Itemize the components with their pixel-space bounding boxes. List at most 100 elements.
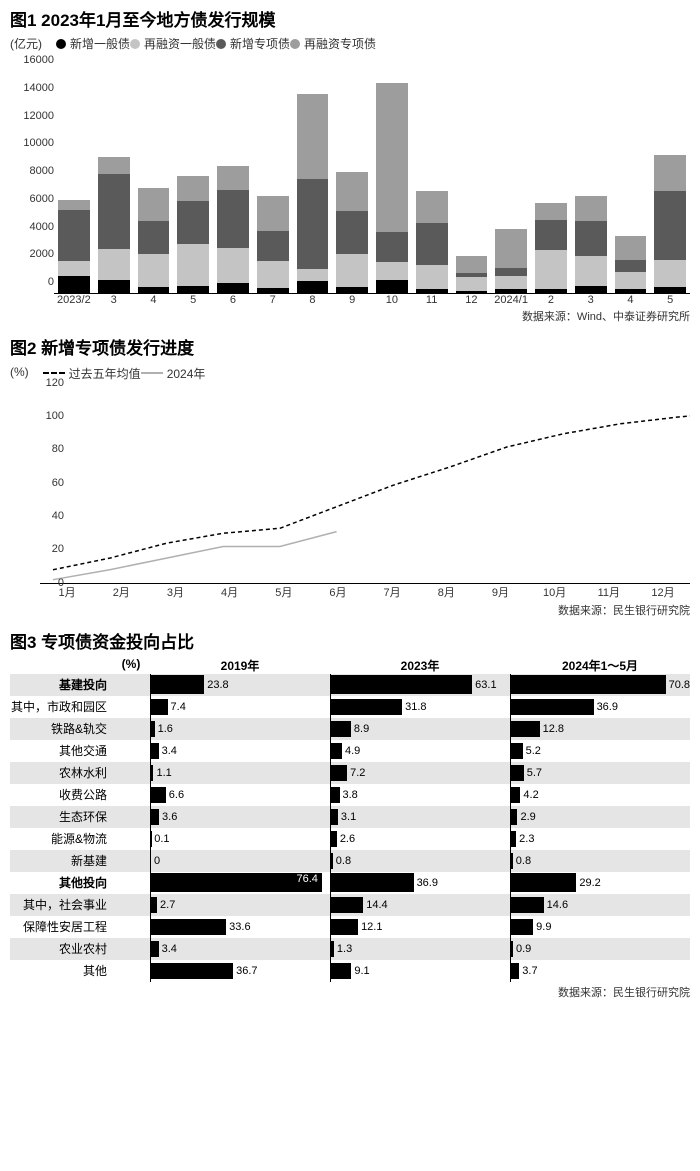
bar-segment: [336, 287, 368, 293]
value-cell: 3.4: [150, 740, 330, 762]
xtick: 8: [293, 294, 333, 306]
figure-1: 图1 2023年1月至今地方债发行规模 (亿元) 新增一般债再融资一般债新增专项…: [0, 0, 700, 328]
fig3-col-1: 2023年: [330, 657, 510, 674]
ytick: 2000: [10, 248, 54, 260]
figure-3: 图3 专项债资金投向占比 (%) 2019年 2023年 2024年1～5月 基…: [0, 622, 700, 1004]
xtick: 2024/1: [491, 294, 531, 306]
value-bar: [151, 699, 168, 715]
bar-segment: [456, 277, 488, 291]
bar-segment: [495, 276, 527, 289]
bar: [297, 94, 329, 294]
legend-item: 再融资一般债: [130, 35, 216, 52]
value-bar: [511, 873, 576, 892]
bar-segment: [217, 190, 249, 249]
ytick: 14000: [10, 82, 54, 94]
fig2-title: 图2 新增专项债发行进度: [10, 334, 690, 359]
value-cell: 2.6: [330, 828, 510, 850]
value-cell: 5.2: [510, 740, 690, 762]
value-label: 70.8: [666, 679, 690, 691]
value-cell: 29.2: [510, 872, 690, 894]
bar-segment: [217, 283, 249, 294]
bar: [615, 236, 647, 293]
bar-segment: [336, 172, 368, 211]
value-cell: 3.8: [330, 784, 510, 806]
ytick: 10000: [10, 137, 54, 149]
value-cell: 76.4: [150, 872, 330, 894]
row-label: 农林水利: [10, 764, 112, 781]
bar-segment: [297, 179, 329, 269]
bar-segment: [575, 196, 607, 222]
bar-segment: [575, 256, 607, 286]
bar-segment: [98, 157, 130, 174]
value-cell: 1.1: [150, 762, 330, 784]
value-cell: 36.9: [330, 872, 510, 894]
value-cell: 9.9: [510, 916, 690, 938]
legend-item: 2024年: [141, 365, 206, 382]
value-cell: 2.9: [510, 806, 690, 828]
value-cell: 8.9: [330, 718, 510, 740]
bar-segment: [297, 281, 329, 293]
bar-segment: [336, 211, 368, 255]
value-label: 1.3: [334, 943, 352, 955]
value-bar: [511, 897, 544, 913]
value-cell: 9.1: [330, 960, 510, 982]
bar-segment: [495, 229, 527, 268]
line-series: [53, 531, 337, 579]
bar: [217, 166, 249, 294]
value-bar: [331, 721, 351, 737]
fig2-chart: 020406080100120 1月2月3月4月5月6月7月8月9月10月11月…: [10, 384, 690, 600]
legend-label: 再融资专项债: [304, 35, 376, 52]
value-bar: [151, 963, 233, 979]
bar-segment: [217, 166, 249, 190]
bar-segment: [58, 276, 90, 293]
value-cell: 14.6: [510, 894, 690, 916]
fig3-rows: 基建投向23.863.170.8其中，市政和园区7.431.836.9铁路&轨交…: [10, 674, 690, 982]
fig3-title: 图3 专项债资金投向占比: [10, 628, 690, 653]
value-label: 3.4: [159, 943, 177, 955]
row-label: 其他: [10, 962, 112, 979]
bar-segment: [138, 221, 170, 254]
value-label: 9.1: [351, 965, 369, 977]
line-series: [53, 412, 690, 570]
bar-segment: [177, 201, 209, 244]
value-bar: [331, 809, 338, 825]
ytick: 4000: [10, 221, 54, 233]
legend-swatch: [130, 39, 140, 49]
bar-segment: [98, 174, 130, 249]
row-label: 保障性安居工程: [10, 918, 112, 935]
row-label: 其中，市政和园区: [10, 698, 112, 715]
value-cell: 3.4: [150, 938, 330, 960]
ytick: 40: [40, 510, 68, 522]
row-label: 生态环保: [10, 808, 112, 825]
value-cell: 2.3: [510, 828, 690, 850]
bar: [336, 172, 368, 294]
legend-swatch: [290, 39, 300, 49]
value-cell: 70.8: [510, 674, 690, 696]
bar-segment: [177, 244, 209, 286]
value-bar: [511, 787, 520, 803]
xtick: 7月: [365, 584, 419, 600]
row-label: 其他交通: [10, 742, 112, 759]
value-cell: 6.6: [150, 784, 330, 806]
bar-segment: [58, 261, 90, 276]
bar: [58, 200, 90, 293]
xtick: 9月: [473, 584, 527, 600]
bar: [456, 256, 488, 294]
value-label: 0.8: [333, 855, 351, 867]
fig1-unit: (亿元): [10, 35, 42, 52]
value-label: 0: [151, 855, 160, 867]
value-cell: 1.3: [330, 938, 510, 960]
bar-segment: [615, 289, 647, 294]
value-bar: [511, 721, 540, 737]
value-label: 2.3: [516, 833, 534, 845]
value-cell: 12.8: [510, 718, 690, 740]
table-row: 新基建00.80.8: [10, 850, 690, 872]
bar: [376, 83, 408, 293]
bar-segment: [376, 262, 408, 280]
bar-segment: [138, 188, 170, 221]
value-cell: 31.8: [330, 696, 510, 718]
value-bar: [511, 675, 666, 694]
value-label: 1.1: [153, 767, 171, 779]
value-cell: 0.1: [150, 828, 330, 850]
value-cell: 0.8: [510, 850, 690, 872]
